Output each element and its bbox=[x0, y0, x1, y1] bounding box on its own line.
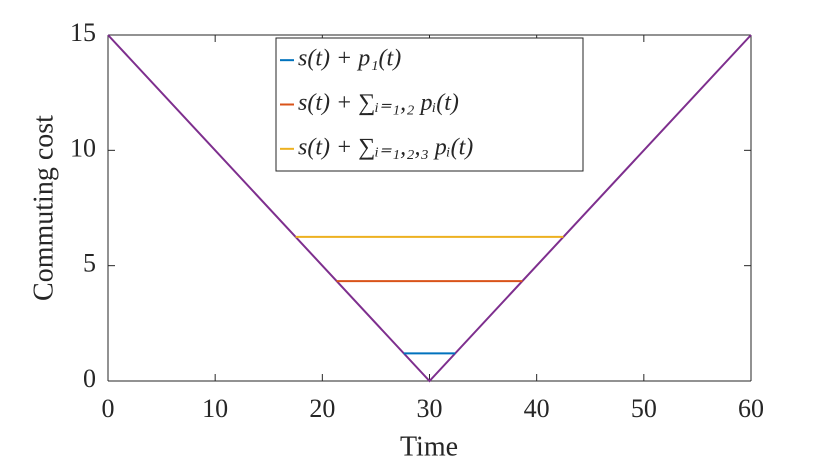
y-tick-label: 0 bbox=[83, 364, 96, 393]
y-tick-label: 15 bbox=[70, 18, 96, 47]
y-tick-label: 10 bbox=[70, 133, 96, 162]
x-tick-label: 60 bbox=[738, 394, 764, 423]
x-axis-label: Time bbox=[400, 431, 458, 462]
y-tick-label: 5 bbox=[83, 249, 96, 278]
legend-label: s(t) + ∑ᵢ₌₁,₂ pᵢ(t) bbox=[298, 90, 459, 116]
x-tick-label: 30 bbox=[417, 394, 443, 423]
series-line bbox=[107, 34, 752, 383]
legend-box bbox=[275, 37, 584, 172]
x-tick-label: 50 bbox=[631, 394, 657, 423]
y-axis-label: Commuting cost bbox=[28, 115, 59, 301]
x-tick-label: 40 bbox=[524, 394, 550, 423]
x-tick-label: 0 bbox=[102, 394, 115, 423]
x-tick-label: 20 bbox=[309, 394, 335, 423]
x-tick-label: 10 bbox=[202, 394, 228, 423]
legend-label: s(t) + p₁(t) bbox=[298, 46, 401, 72]
legend-label: s(t) + ∑ᵢ₌₁,₂,₃ pᵢ(t) bbox=[298, 134, 473, 160]
